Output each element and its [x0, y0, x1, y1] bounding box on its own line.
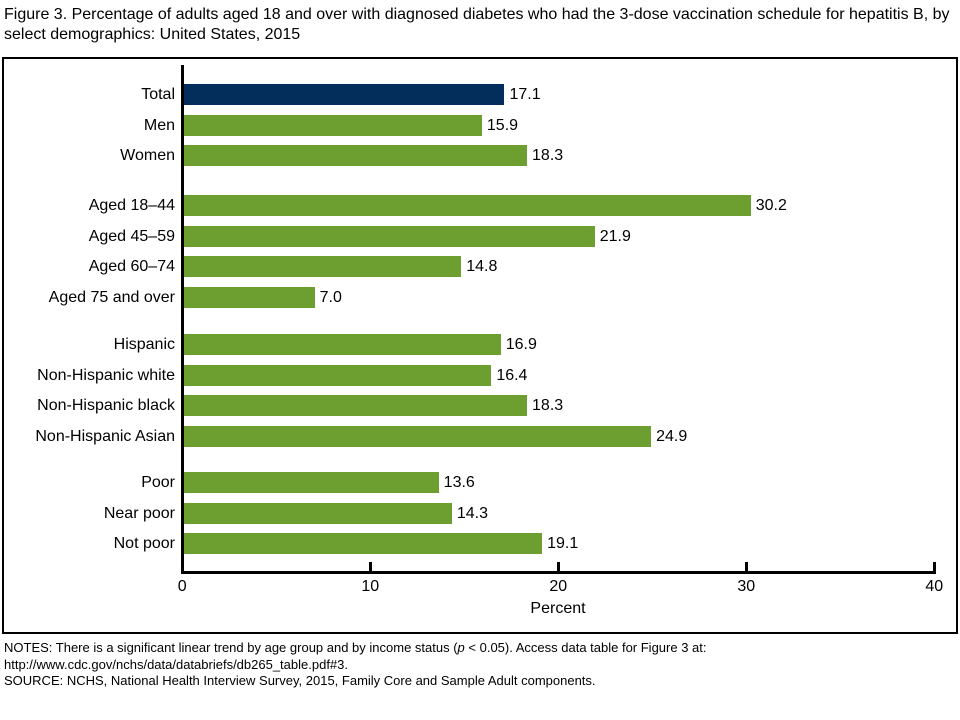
bar-row: Poor 13.6 — [4, 472, 956, 493]
bar-row: Non-Hispanic white 16.4 — [4, 364, 956, 386]
category-label: Aged 75 and over — [48, 288, 175, 306]
notes-line-1-post: < 0.05). Access data table for Figure 3 … — [464, 640, 707, 655]
x-tick-label: 20 — [549, 578, 568, 595]
bar-row: Aged 45–59 21.9 — [4, 225, 956, 247]
x-tick-mark — [745, 562, 748, 571]
value-label: 19.1 — [547, 535, 579, 552]
category-label: Not poor — [113, 535, 175, 552]
x-tick-label: 10 — [361, 578, 380, 595]
value-label: 18.3 — [532, 397, 564, 414]
bar — [183, 533, 543, 554]
bar-row: Aged 60–74 14.8 — [4, 256, 956, 277]
bar-row: Women 18.3 — [4, 145, 956, 166]
bar — [183, 286, 315, 308]
notes-line-1-pre: NOTES: There is a significant linear tre… — [4, 640, 458, 655]
bar-row: Hispanic 16.9 — [4, 334, 956, 355]
x-tick-mark — [369, 562, 372, 571]
notes-block: NOTES: There is a significant linear tre… — [4, 640, 954, 690]
x-tick-mark — [933, 562, 936, 571]
value-label: 21.9 — [599, 227, 631, 245]
category-label: Near poor — [103, 504, 175, 522]
value-label: 24.9 — [656, 427, 688, 445]
value-label: 13.6 — [443, 474, 475, 491]
bar — [183, 195, 751, 216]
category-label: Aged 45–59 — [88, 227, 175, 245]
bar — [183, 114, 482, 136]
x-tick-mark — [181, 562, 184, 571]
category-label: Aged 18–44 — [88, 197, 175, 214]
bar-row: Aged 18–44 30.2 — [4, 195, 956, 216]
bar — [183, 256, 462, 277]
category-label: Men — [143, 116, 175, 134]
value-label: 14.8 — [466, 258, 498, 275]
notes-p-italic: p — [457, 640, 465, 655]
value-label: 16.4 — [496, 366, 528, 384]
category-label: Non-Hispanic white — [37, 366, 175, 384]
value-label: 15.9 — [486, 116, 519, 134]
value-label: 17.1 — [509, 86, 541, 103]
x-axis-title: Percent — [530, 600, 586, 617]
bar — [183, 502, 452, 524]
notes-line-1: NOTES: There is a significant linear tre… — [4, 640, 954, 657]
bar-row: Non-Hispanic Asian 24.9 — [4, 425, 956, 447]
bar-row: Aged 75 and over 7.0 — [4, 286, 956, 308]
bar-row: Not poor 19.1 — [4, 533, 956, 554]
bar — [183, 425, 652, 447]
bar-row: Total 17.1 — [4, 84, 956, 105]
category-label: Aged 60–74 — [88, 258, 175, 275]
bar-row: Men 15.9 — [4, 114, 956, 136]
x-tick-label: 0 — [177, 578, 187, 595]
value-label: 18.3 — [532, 147, 564, 164]
value-label: 30.2 — [755, 197, 787, 214]
y-axis-line — [181, 65, 184, 573]
bar-row: Non-Hispanic black 18.3 — [4, 395, 956, 416]
bar-highlight — [183, 84, 505, 105]
figure-title: Figure 3. Percentage of adults aged 18 a… — [4, 6, 950, 43]
bar — [183, 472, 439, 493]
chart-frame: Total 17.1 Men 15.9 Women 18.3 Aged 18–44 30.2 A… — [2, 57, 958, 634]
source-line: SOURCE: NCHS, National Health Interview … — [4, 673, 596, 688]
category-label: Non-Hispanic Asian — [35, 427, 175, 445]
bar — [183, 364, 492, 386]
bar — [183, 395, 528, 416]
value-label: 7.0 — [319, 288, 342, 306]
notes-url: http://www.cdc.gov/nchs/data/databriefs/… — [4, 656, 349, 672]
bar — [183, 334, 501, 355]
bar — [183, 145, 528, 166]
bar-row: Near poor 14.3 — [4, 502, 956, 524]
bar — [183, 225, 595, 247]
x-tick-mark — [557, 562, 560, 571]
category-label: Total — [141, 86, 175, 103]
x-tick-label: 40 — [925, 578, 944, 595]
category-label: Poor — [141, 474, 175, 491]
x-tick-label: 30 — [737, 578, 756, 595]
category-label: Hispanic — [113, 336, 175, 353]
x-axis-line — [181, 571, 936, 574]
category-label: Non-Hispanic black — [37, 397, 175, 414]
value-label: 16.9 — [505, 336, 537, 353]
value-label: 14.3 — [456, 504, 488, 522]
category-label: Women — [120, 147, 175, 164]
